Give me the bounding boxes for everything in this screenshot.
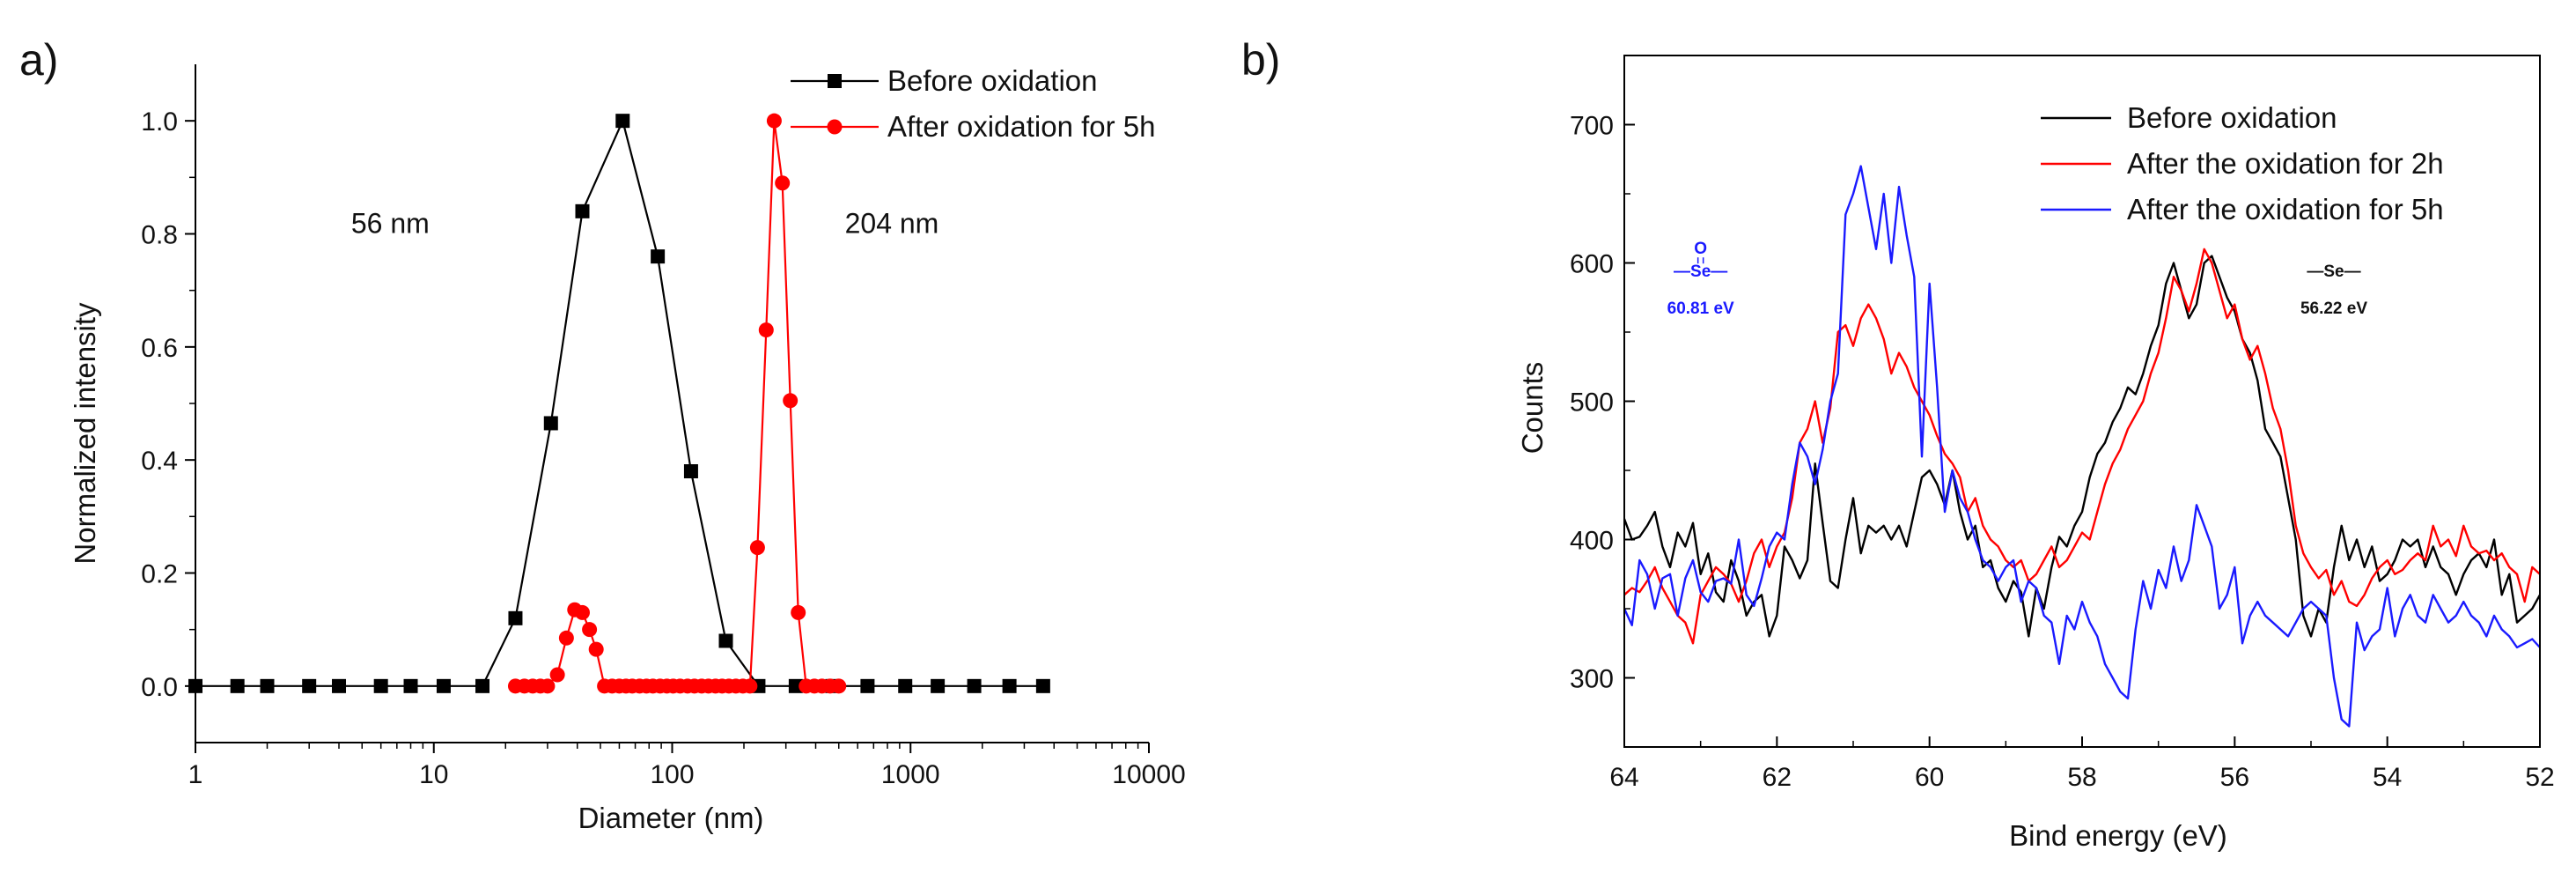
panel-a-x-tick-label: 1 (188, 760, 203, 789)
binding-energy-label: 56.22 eV (2300, 299, 2367, 318)
panel-a-legend-marker (827, 119, 843, 135)
panel-b-series-line-3 (1623, 165, 2541, 728)
panel-a-data-point (651, 249, 666, 264)
panel-b-peak-annotation-2: —Se— 56.22 eV (2300, 263, 2367, 318)
panel-a-data-point (683, 464, 698, 478)
panel-a-label: a) (19, 35, 58, 85)
panel-a-data-point (775, 175, 791, 191)
panel-a-data-point (230, 678, 245, 693)
panel-a-legend-label: After oxidation for 5h (887, 110, 1156, 143)
panel-b-chart: b) 64 62 60 58 56 54 52 300 400 500 600 700 O —Se— 60… (1241, 35, 2555, 852)
panel-b-x-tick-label: 62 (1763, 763, 1792, 792)
panel-b-x-tick-label: 64 (1609, 763, 1638, 792)
panel-b-y-tick-label: 400 (1570, 527, 1614, 556)
panel-a-x-tick-label: 1000 (881, 760, 940, 789)
panel-a-data-point (615, 114, 630, 129)
panel-a-data-point (373, 678, 388, 693)
panel-b-y-tick-label: 300 (1570, 665, 1614, 694)
selenoxide-oxygen-label: O (1694, 240, 1707, 258)
panel-a-data-point (749, 540, 765, 556)
panel-a-peak-annotation-1: 56 nm (351, 208, 430, 240)
panel-a-data-point (742, 678, 758, 694)
panel-a-data-point (783, 393, 799, 409)
panel-a-data-point (791, 604, 806, 620)
panel-b-y-tick-label: 700 (1570, 112, 1614, 141)
panel-a-x-axis-title: Diameter (nm) (578, 802, 764, 834)
panel-a-y-tick-label: 1.0 (141, 107, 178, 137)
panel-b-y-axis-title: Counts (1516, 362, 1549, 455)
panel-a-data-point (403, 678, 418, 693)
panel-a-y-axis-title: Normalized intensity (69, 302, 101, 565)
panel-a-data-point (302, 678, 317, 693)
panel-b-legend-label: After the oxidation for 5h (2127, 193, 2444, 226)
panel-a-data-point (898, 678, 913, 693)
panel-a-data-point (260, 678, 275, 693)
panel-a-chart: a) 1 10 100 1000 10000 0.0 0.2 0.4 0.6 0.8 1.0 56 … (19, 35, 1186, 834)
panel-a-y-tick-label: 0.6 (141, 334, 178, 363)
panel-a-data-point (436, 678, 451, 693)
panel-a-data-point (508, 610, 523, 625)
panel-a-data-point (967, 678, 982, 693)
panel-a-x-tick-label: 10000 (1112, 760, 1185, 789)
panel-a-data-point (758, 322, 774, 338)
panel-b-x-tick-label: 54 (2373, 763, 2402, 792)
panel-a-data-point (575, 203, 590, 218)
panel-a-data-point (860, 678, 875, 693)
panel-a-data-point (574, 604, 590, 620)
panel-a-data-point (788, 678, 803, 693)
panel-b-x-tick-label: 58 (2067, 763, 2096, 792)
panel-a-data-point (582, 622, 598, 638)
panel-b-series-line-1 (1623, 255, 2542, 638)
panel-b-legend-label: Before oxidation (2127, 101, 2337, 134)
panel-a-data-point (931, 678, 946, 693)
panel-b-y-tick-label: 600 (1570, 250, 1614, 279)
panel-b-y-tick-label: 500 (1570, 388, 1614, 418)
panel-b-label: b) (1241, 35, 1280, 85)
panel-a-peak-annotation-2: 204 nm (845, 208, 939, 240)
panel-b-x-tick-label: 60 (1915, 763, 1944, 792)
panel-a-data-point (543, 416, 558, 431)
panel-a-data-point (831, 678, 847, 694)
panel-a-y-tick-label: 0.8 (141, 221, 178, 250)
panel-a-data-point (766, 113, 782, 129)
selenium-group-label: —Se— (2307, 263, 2360, 281)
panel-b-series-line-2 (1623, 248, 2541, 645)
panel-a-y-tick-label: 0.0 (141, 673, 178, 702)
panel-a-data-point (588, 641, 604, 657)
binding-energy-label: 60.81 eV (1667, 299, 1734, 318)
panel-b-x-axis-title: Bind energy (eV) (2009, 819, 2227, 852)
panel-a-legend-marker (828, 74, 842, 88)
panel-a-legend-label: Before oxidation (887, 64, 1098, 97)
panel-b-x-tick-label: 52 (2525, 763, 2554, 792)
panel-a-data-point (1002, 678, 1017, 693)
panel-a-y-tick-label: 0.4 (141, 447, 178, 476)
selenium-group-label: —Se— (1674, 263, 1727, 281)
panel-a-data-point (558, 630, 574, 646)
panel-b-peak-annotation-1: O —Se— 60.81 eV (1667, 240, 1734, 318)
panel-a-data-point (475, 678, 490, 693)
panel-a-data-point (1035, 678, 1050, 693)
panel-a-data-point (332, 678, 347, 693)
panel-a-data-point (540, 678, 556, 694)
panel-a-y-tick-label: 0.2 (141, 560, 178, 589)
panel-a-data-point (549, 667, 565, 683)
panel-b-x-tick-label: 56 (2220, 763, 2249, 792)
panel-b-legend-label: After the oxidation for 2h (2127, 147, 2444, 180)
panel-a-x-tick-label: 10 (419, 760, 448, 789)
panel-a-x-tick-label: 100 (650, 760, 694, 789)
panel-a-data-point (718, 633, 733, 648)
